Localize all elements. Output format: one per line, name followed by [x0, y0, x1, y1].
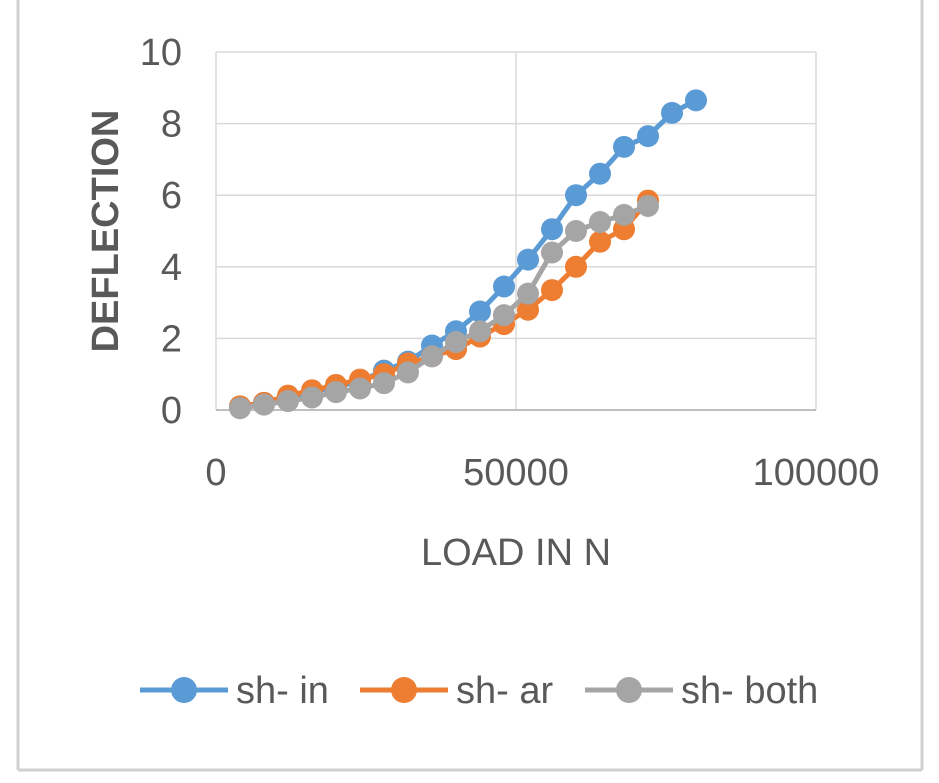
- data-point: [541, 279, 563, 302]
- legend[interactable]: sh- in sh- ar sh- both: [140, 670, 818, 712]
- data-point: [397, 361, 419, 384]
- legend-item[interactable]: sh- ar: [360, 670, 553, 712]
- data-point: [517, 282, 539, 305]
- data-point: [325, 381, 347, 404]
- y-tick-label: 6: [161, 175, 182, 217]
- data-point: [493, 275, 515, 298]
- gridlines: [215, 51, 817, 411]
- legend-swatch-marker: [391, 677, 417, 703]
- y-tick-label: 2: [161, 318, 182, 360]
- data-point: [589, 230, 611, 253]
- data-point: [421, 345, 443, 368]
- tick-labels: 0 2 4 6 8 10 0 50000 100000: [140, 32, 880, 494]
- data-point: [229, 397, 251, 420]
- legend-item[interactable]: sh- in: [140, 670, 329, 712]
- data-point: [589, 211, 611, 234]
- data-point: [565, 255, 587, 278]
- legend-label: sh- both: [681, 670, 818, 712]
- series-3: [229, 194, 659, 420]
- data-point: [685, 89, 707, 112]
- chart-frame-border: [16, 0, 924, 772]
- legend-label: sh- in: [236, 670, 329, 712]
- data-point: [445, 330, 467, 353]
- x-tick-label: 50000: [463, 452, 569, 494]
- data-point: [661, 101, 683, 124]
- data-point: [493, 304, 515, 327]
- data-point: [301, 386, 323, 409]
- y-tick-label: 4: [161, 247, 182, 289]
- legend-item[interactable]: sh- both: [585, 670, 818, 712]
- y-axis-title: DEFLECTION: [85, 110, 127, 353]
- y-tick-label: 10: [140, 32, 182, 74]
- data-point: [565, 220, 587, 242]
- data-point: [253, 393, 275, 416]
- data-point: [541, 241, 563, 264]
- data-point: [517, 248, 539, 271]
- data-point: [613, 135, 635, 158]
- legend-swatch-marker: [616, 677, 642, 703]
- series-group: [229, 89, 707, 420]
- data-point: [469, 300, 491, 323]
- data-point: [565, 184, 587, 207]
- legend-label: sh- ar: [456, 670, 553, 712]
- data-point: [277, 390, 299, 413]
- x-tick-label: 0: [205, 452, 226, 494]
- series-line: [239, 203, 649, 411]
- data-point: [613, 203, 635, 226]
- data-point: [373, 372, 395, 395]
- data-point: [589, 162, 611, 185]
- legend-swatch-marker: [171, 677, 197, 703]
- data-point: [517, 298, 539, 321]
- data-point: [541, 218, 563, 241]
- data-point: [349, 377, 371, 400]
- data-point: [469, 320, 491, 343]
- x-tick-label: 100000: [753, 452, 880, 494]
- series-1: [229, 89, 707, 418]
- data-point: [637, 125, 659, 148]
- data-point: [637, 194, 659, 217]
- y-tick-label: 0: [161, 390, 182, 432]
- x-axis-title: LOAD IN N: [421, 532, 611, 574]
- y-tick-label: 8: [161, 104, 182, 146]
